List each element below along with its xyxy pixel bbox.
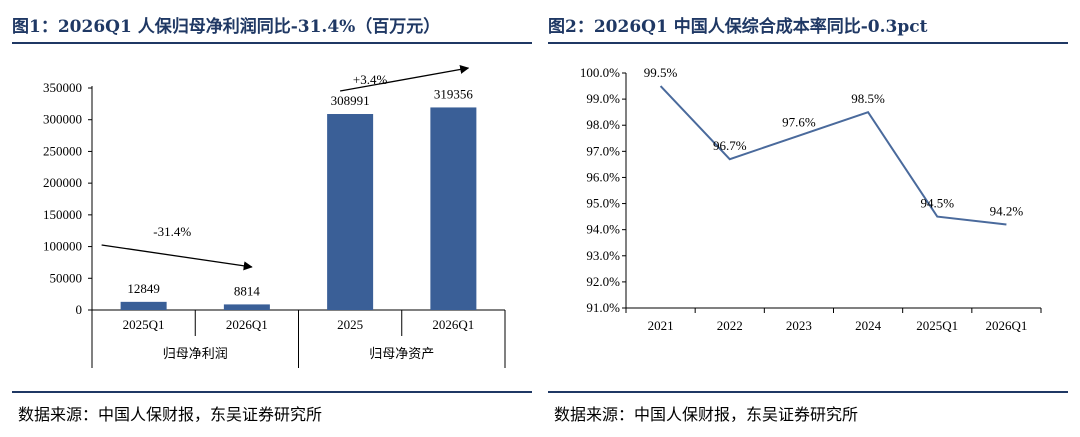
y-tick-label: 97.0% bbox=[586, 143, 620, 158]
change-annotation: -31.4% bbox=[153, 224, 191, 239]
y-tick-label: 100.0% bbox=[580, 65, 620, 80]
y-tick-label: 50000 bbox=[50, 270, 83, 285]
data-label: 12849 bbox=[127, 281, 160, 296]
bar bbox=[120, 301, 167, 310]
y-tick-label: 100000 bbox=[43, 239, 82, 254]
change-arrow bbox=[101, 244, 253, 271]
y-tick-label: 150000 bbox=[43, 207, 82, 222]
data-label: 8814 bbox=[234, 283, 261, 298]
y-tick-label: 92.0% bbox=[586, 274, 620, 289]
line-chart: 91.0% 92.0% 93.0% 94.0% 95.0% 96.0% 97.0% 98.0%… bbox=[580, 65, 1042, 333]
data-label: 97.6% bbox=[782, 115, 816, 130]
x-tick-label: 2026Q1 bbox=[432, 317, 474, 332]
y-tick-label: 95.0% bbox=[586, 196, 620, 211]
change-annotation: +3.4% bbox=[353, 72, 388, 87]
source-rule bbox=[548, 391, 1068, 393]
x-tick-label: 2022 bbox=[717, 318, 743, 333]
x-tick-label: 2025Q1 bbox=[123, 317, 165, 332]
data-source: 数据来源：中国人保财报，东吴证券研究所 bbox=[554, 405, 859, 424]
x-tick-label: 2024 bbox=[855, 318, 882, 333]
bar bbox=[223, 304, 270, 310]
x-tick-label: 2025Q1 bbox=[916, 318, 958, 333]
data-label: 94.2% bbox=[990, 203, 1024, 218]
bar-chart: 0 50000 100000 150000 200000 250000 300000 3500… bbox=[43, 64, 506, 368]
source-rule bbox=[12, 391, 532, 393]
series-line bbox=[659, 85, 1007, 226]
x-tick-label: 2021 bbox=[648, 318, 674, 333]
y-tick-label: 350000 bbox=[43, 80, 82, 95]
y-tick-label: 200000 bbox=[43, 175, 82, 190]
y-tick-label: 250000 bbox=[43, 143, 82, 158]
data-label: 99.5% bbox=[644, 65, 678, 80]
data-label: 308991 bbox=[331, 93, 370, 108]
x-tick-label: 2023 bbox=[786, 318, 812, 333]
x-tick-label: 2025 bbox=[337, 317, 363, 332]
y-tick-label: 91.0% bbox=[586, 300, 620, 315]
data-source: 数据来源：中国人保财报，东吴证券研究所 bbox=[18, 405, 323, 424]
x-tick-label: 2026Q1 bbox=[985, 318, 1027, 333]
chart-title: 图2：2026Q1 中国人保综合成本率同比-0.3pct bbox=[548, 17, 928, 37]
chart-title: 图1：2026Q1 人保归母净利润同比-31.4%（百万元） bbox=[12, 17, 441, 37]
title-rule bbox=[548, 42, 1068, 44]
data-label: 96.7% bbox=[713, 138, 747, 153]
y-tick-label: 99.0% bbox=[586, 91, 620, 106]
data-label: 94.5% bbox=[920, 196, 954, 211]
data-label: 319356 bbox=[434, 86, 474, 101]
change-arrow bbox=[340, 64, 470, 92]
panel-net-profit: 图1：2026Q1 人保归母净利润同比-31.4%（百万元） 0 50000 100… bbox=[12, 0, 532, 437]
y-tick-label: 300000 bbox=[43, 112, 82, 127]
x-tick-label: 2026Q1 bbox=[226, 317, 268, 332]
y-tick-label: 96.0% bbox=[586, 169, 620, 184]
y-tick-label: 93.0% bbox=[586, 248, 620, 263]
bar bbox=[327, 114, 374, 311]
y-tick-label: 0 bbox=[76, 302, 83, 317]
bar bbox=[430, 107, 477, 311]
group-label: 归母净利润 bbox=[163, 347, 228, 362]
y-tick-label: 98.0% bbox=[586, 117, 620, 132]
group-label: 归母净资产 bbox=[369, 347, 434, 362]
title-rule bbox=[12, 42, 532, 44]
y-tick-label: 94.0% bbox=[586, 222, 620, 237]
data-label: 98.5% bbox=[851, 91, 885, 106]
panel-combined-ratio: 图2：2026Q1 中国人保综合成本率同比-0.3pct 91.0% 92.0% 9… bbox=[548, 0, 1068, 437]
